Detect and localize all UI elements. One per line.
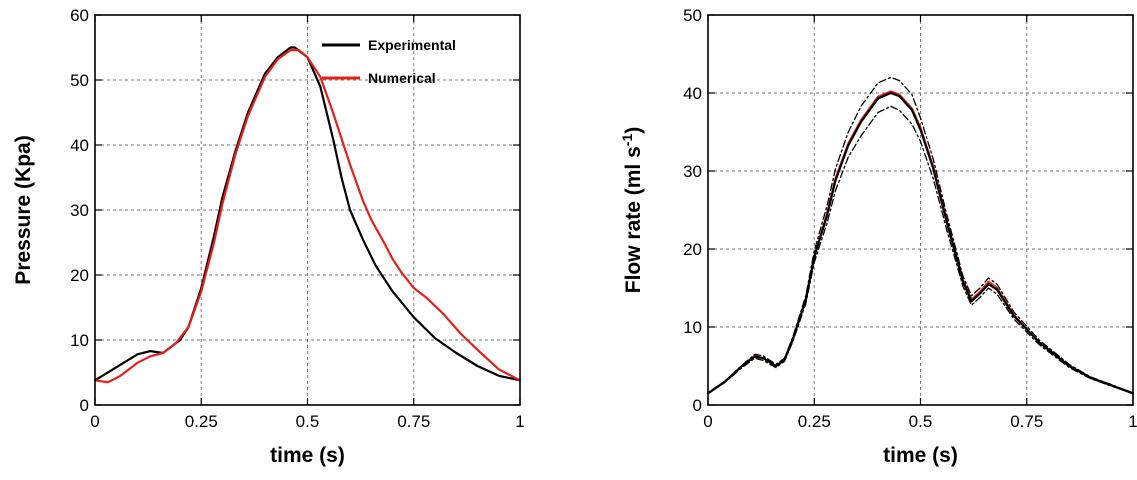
legend-label: Experimental [368, 37, 456, 53]
y-tick-label: 20 [70, 266, 89, 285]
x-tick-label: 0.25 [185, 412, 218, 431]
x-tick-label: 0.25 [798, 412, 831, 431]
series-line-3 [707, 76, 1134, 394]
legend-label: Numerical [368, 70, 436, 86]
legend: Experimental Numerical [322, 37, 456, 86]
x-tick-label: 1 [515, 412, 524, 431]
x-tick-label: 0.75 [397, 412, 430, 431]
x-tick-label: 0 [90, 412, 99, 431]
x-tick-label: 1 [1128, 412, 1137, 431]
x-tick-label: 0.5 [909, 412, 933, 431]
y-axis-title: Flow rate (ml s-1) [619, 127, 645, 293]
y-tick-label: 0 [80, 396, 89, 415]
y-tick-label: 10 [683, 318, 702, 337]
y-tick-label: 50 [70, 71, 89, 90]
y-tick-label: 20 [683, 240, 702, 259]
y-tick-label: 0 [693, 396, 702, 415]
x-axis-title: time (s) [270, 444, 345, 467]
y-tick-label: 30 [70, 201, 89, 220]
y-tick-label: 60 [70, 6, 89, 25]
x-tick-label: 0.75 [1010, 412, 1043, 431]
y-tick-label: 10 [70, 331, 89, 350]
y-tick-label: 40 [683, 84, 702, 103]
series-line-numerical [93, 48, 522, 384]
x-tick-label: 0 [703, 412, 712, 431]
series-line-4 [707, 105, 1134, 394]
y-axis-title: Pressure (Kpa) [12, 135, 35, 284]
x-axis-title: time (s) [883, 444, 958, 467]
y-tick-label: 40 [70, 136, 89, 155]
x-tick-label: 0.5 [296, 412, 320, 431]
y-tick-label: 30 [683, 162, 702, 181]
series-line-2 [706, 91, 1135, 395]
y-tick-label: 50 [683, 6, 702, 25]
